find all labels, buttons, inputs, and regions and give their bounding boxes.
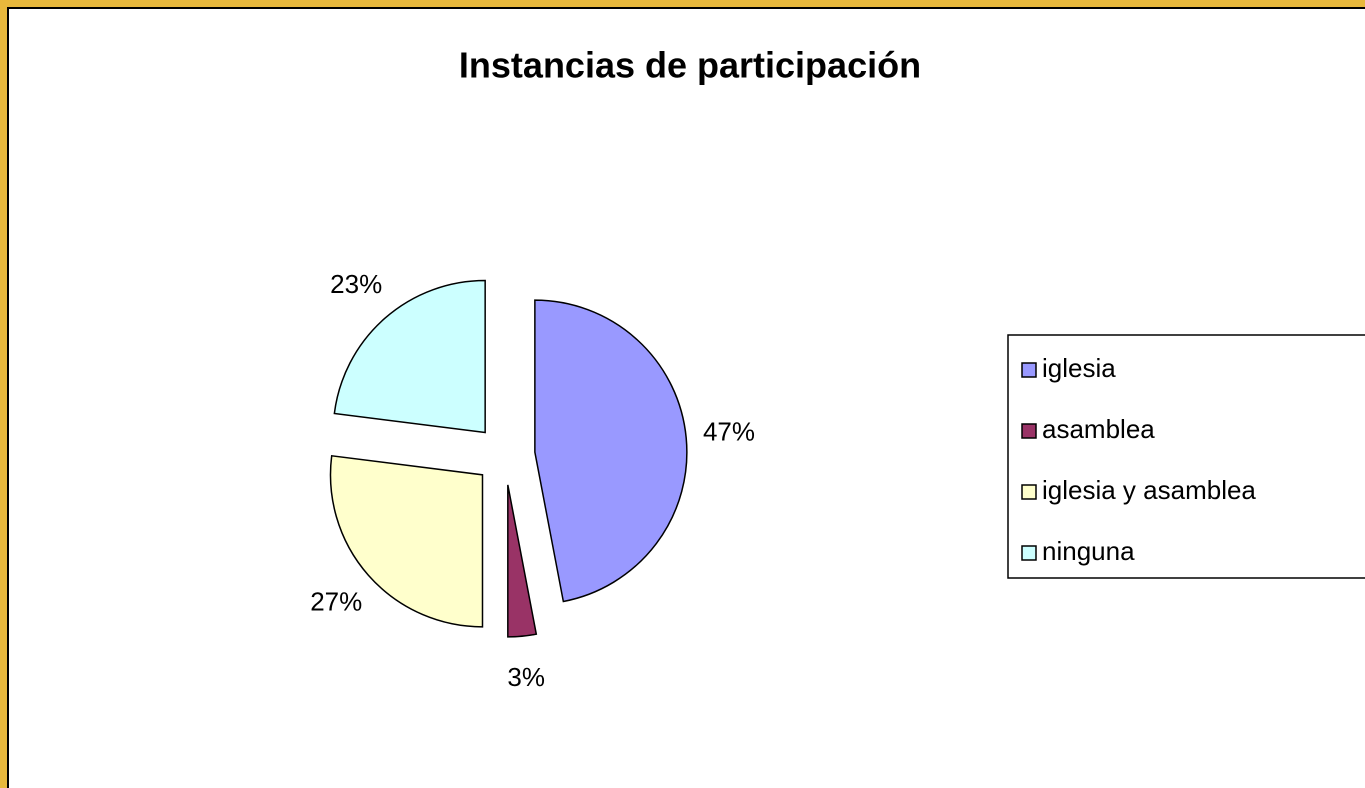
legend-swatch (1021, 362, 1037, 378)
legend-label: asamblea (1042, 414, 1155, 444)
pie-slice (333, 279, 486, 434)
data-label: 27% (310, 587, 362, 617)
legend-label: ninguna (1042, 536, 1135, 566)
data-label: 3% (507, 662, 545, 692)
legend-swatch (1021, 484, 1037, 500)
pie-slice (507, 484, 538, 638)
pie-slice (329, 454, 484, 628)
legend (1007, 334, 1365, 579)
legend-label: iglesia (1042, 353, 1116, 383)
legend-swatch (1021, 423, 1037, 439)
legend-swatch (1021, 545, 1037, 561)
legend-label: iglesia y asamblea (1042, 475, 1256, 505)
pie-slice (534, 299, 688, 603)
data-label: 23% (330, 269, 382, 299)
data-label: 47% (703, 417, 755, 447)
chart-title: Instancias de participación (459, 45, 921, 86)
